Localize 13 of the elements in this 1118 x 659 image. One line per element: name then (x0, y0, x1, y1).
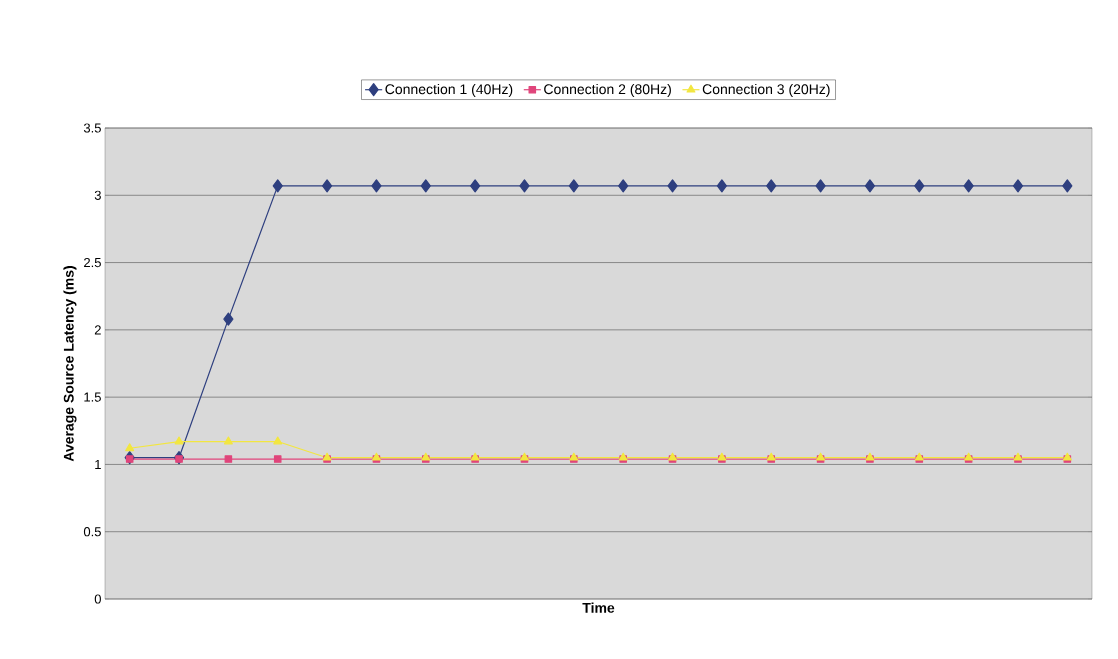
legend-label: Connection 1 (40Hz) (385, 83, 513, 97)
y-tick-label: 2 (94, 325, 101, 335)
y-axis-title: Average Source Latency (ms) (63, 266, 77, 462)
x-axis-title: Time (582, 602, 615, 613)
y-tick-label: 1 (95, 459, 101, 469)
y-tick-label: 0.5 (83, 527, 101, 537)
y-tick-label: 3 (94, 190, 101, 200)
y-tick-label: 3.5 (83, 123, 101, 133)
legend-label: Connection 2 (80Hz) (544, 83, 671, 97)
y-tick-label: 1.5 (84, 392, 101, 402)
y-tick-label: 0 (94, 594, 101, 604)
legend-label: Connection 3 (20Hz) (702, 83, 830, 97)
y-tick-label: 2.5 (84, 257, 101, 268)
